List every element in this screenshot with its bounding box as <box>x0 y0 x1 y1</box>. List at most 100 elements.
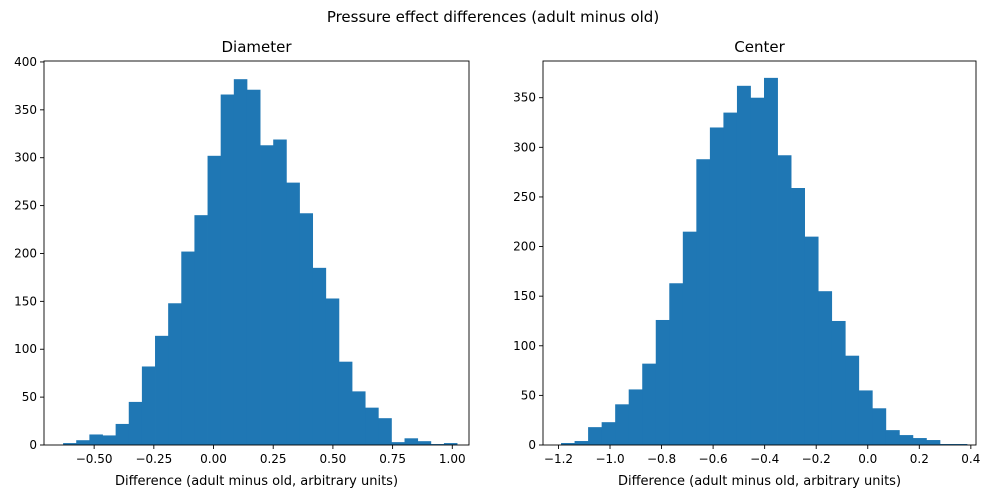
histogram-bar <box>168 303 182 445</box>
histogram-bar <box>338 361 353 445</box>
histogram-bar <box>885 430 900 445</box>
y-tick-label: 200 <box>513 240 536 254</box>
histogram-bar <box>115 423 130 445</box>
chart-panel-1: −0.50 −0.25 0.00 0.25 0.50 0.75 1.00 0 50 100 150 2… <box>14 38 470 489</box>
y-tick-label: 150 <box>14 294 37 308</box>
histogram-bar <box>642 363 657 445</box>
x-tick-label: −0.25 <box>135 452 172 466</box>
y-tick-label: 350 <box>513 91 536 105</box>
y-tick-label: 350 <box>14 103 37 117</box>
y-tick-label: 50 <box>22 390 37 404</box>
x-tick-label: −1.2 <box>544 452 573 466</box>
x-tick-label: −0.6 <box>699 452 728 466</box>
histogram-bar <box>574 441 589 445</box>
histogram-bar <box>128 401 143 445</box>
histogram-bar <box>378 418 392 445</box>
y-tick-label: 300 <box>14 151 37 165</box>
x-axis-label: Difference (adult minus old, arbitrary u… <box>115 474 398 489</box>
histogram-bar <box>912 438 927 445</box>
y-tick-label: 250 <box>513 190 536 204</box>
histogram-bar <box>312 267 327 445</box>
histogram-bar <box>601 422 616 445</box>
histogram-bar <box>588 427 603 445</box>
histogram-bar <box>207 155 222 446</box>
y-tick-label: 200 <box>14 246 37 260</box>
chart-panel-2: −1.2 −1.0 −0.8 −0.6 −0.4 −0.2 0.0 0.2 0.4 0 50 100 1… <box>513 38 980 489</box>
histogram-bar <box>417 441 432 445</box>
histogram-bar <box>669 283 684 445</box>
x-tick-label: 0.4 <box>961 452 980 466</box>
histogram-bar <box>194 215 208 445</box>
histogram-bar <box>220 94 235 446</box>
histogram-bar <box>102 435 117 445</box>
histogram-bar <box>750 97 765 446</box>
histogram-bar <box>63 443 77 445</box>
histogram-bar <box>926 440 941 445</box>
histogram-bar <box>831 320 846 445</box>
y-tick-label: 50 <box>521 388 536 402</box>
histogram-bar <box>155 335 169 445</box>
y-tick-label: 150 <box>513 289 536 303</box>
histogram-bar <box>286 182 300 445</box>
histogram-bar <box>260 145 274 445</box>
histogram-bar <box>365 407 379 445</box>
histogram-bar <box>655 319 670 445</box>
histogram-bar <box>845 355 860 445</box>
histogram-bar <box>352 391 366 445</box>
histogram-bar <box>628 389 643 445</box>
x-tick-label: 0.0 <box>858 452 877 466</box>
histogram-bar <box>682 231 697 445</box>
histogram-bar <box>246 89 261 445</box>
panel-title: Diameter <box>221 38 292 56</box>
histogram-bar <box>709 127 724 445</box>
histogram-bar <box>141 366 156 445</box>
histogram-bar <box>723 112 738 445</box>
panel-title: Center <box>734 38 785 56</box>
histogram-bar <box>953 444 968 445</box>
figure-title: Pressure effect differences (adult minus… <box>326 8 660 26</box>
histogram-bar <box>696 159 711 446</box>
x-tick-label: −0.8 <box>647 452 676 466</box>
histogram-bar <box>89 434 103 445</box>
histogram-bar <box>443 443 458 445</box>
histogram-bar <box>939 444 954 445</box>
histogram-bar <box>818 291 833 445</box>
histogram-bar <box>561 443 575 445</box>
x-tick-label: −1.0 <box>595 452 624 466</box>
histogram-bar <box>899 435 914 445</box>
histogram-bar <box>76 440 90 445</box>
y-tick-label: 100 <box>14 342 37 356</box>
histogram-bar <box>273 139 287 445</box>
x-tick-label: 0.2 <box>910 452 929 466</box>
plot-frame <box>542 60 977 446</box>
plot-frame <box>43 60 470 446</box>
x-tick-label: −0.50 <box>76 452 113 466</box>
histogram-bar <box>736 85 751 445</box>
x-tick-label: −0.2 <box>802 452 831 466</box>
x-tick-label: 0.75 <box>379 452 406 466</box>
y-tick-label: 400 <box>14 55 37 69</box>
histogram-bar <box>858 390 873 445</box>
y-tick-label: 250 <box>14 199 37 213</box>
y-tick-label: 0 <box>528 438 536 452</box>
x-tick-label: 0.00 <box>200 452 227 466</box>
histogram-bar <box>233 79 248 445</box>
y-tick-label: 0 <box>29 438 37 452</box>
histogram-bar <box>791 188 805 445</box>
y-tick-label: 100 <box>513 339 536 353</box>
histogram-bar <box>872 408 887 445</box>
histogram-bar <box>391 442 405 445</box>
histogram-bar <box>181 251 195 445</box>
histogram-bar <box>804 236 819 445</box>
x-tick-label: −0.4 <box>750 452 779 466</box>
x-tick-label: 1.00 <box>439 452 466 466</box>
y-tick-label: 300 <box>513 140 536 154</box>
histogram-bar <box>404 438 419 445</box>
histogram-bar <box>777 155 792 445</box>
histogram-bar <box>764 77 778 446</box>
histogram-bar <box>615 404 630 445</box>
histogram-bar <box>430 444 445 445</box>
x-tick-label: 0.50 <box>320 452 347 466</box>
histogram-bar <box>325 298 340 445</box>
